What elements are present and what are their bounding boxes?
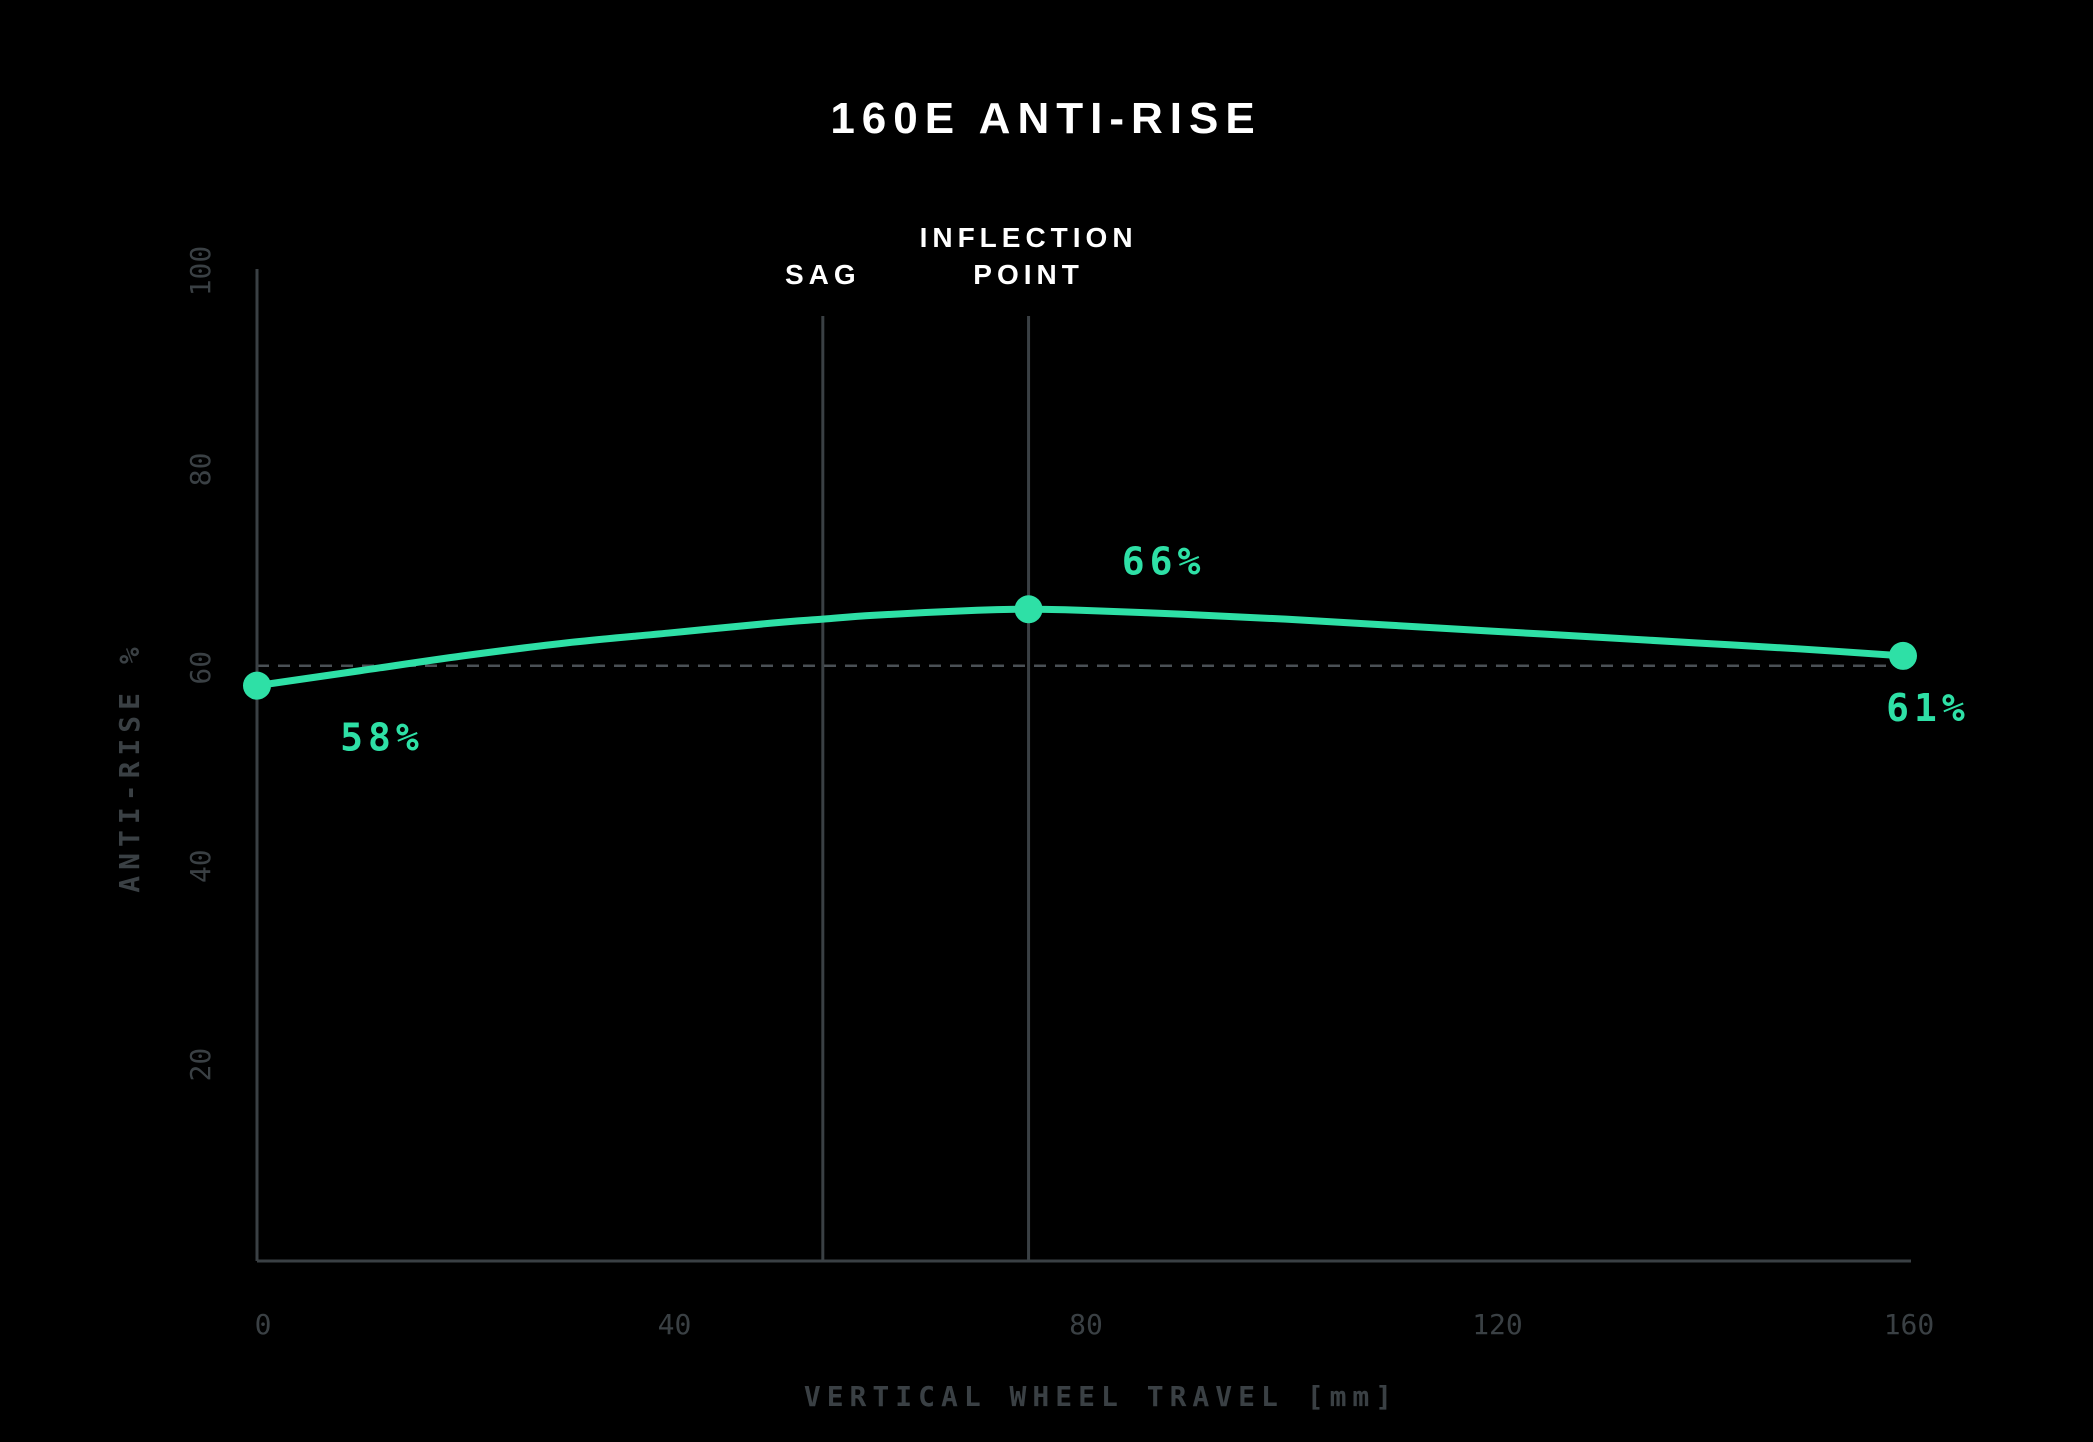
data-point-1 — [1014, 595, 1043, 624]
x-tick-label-0: 0 — [255, 1308, 272, 1341]
x-tick-label-4: 160 — [1884, 1308, 1935, 1341]
marker-label-1-1: POINT — [973, 259, 1084, 290]
series — [253, 605, 1907, 690]
axes — [255, 269, 1911, 1263]
highlight-points — [243, 595, 1917, 700]
chart-title: 160E ANTI-RISE — [830, 94, 1261, 143]
y-tick-label-0: 20 — [184, 1048, 217, 1082]
y-tick-label-4: 100 — [184, 246, 217, 297]
data-label-2: 61% — [1886, 686, 1970, 730]
series-line-0 — [253, 605, 1907, 690]
y-tick-labels: 20 40 60 80 100 — [184, 246, 217, 1082]
vertical-markers: SAG INFLECTION POINT — [785, 222, 1138, 1261]
data-point-0 — [243, 671, 271, 700]
x-tick-label-2: 80 — [1069, 1308, 1103, 1341]
x-tick-label-1: 40 — [658, 1308, 692, 1341]
y-tick-label-3: 80 — [184, 453, 217, 487]
y-axis-title: ANTI-RISE % — [113, 641, 146, 892]
x-axis-title: VERTICAL WHEEL TRAVEL [mm] — [804, 1380, 1398, 1413]
data-label-0: 58% — [340, 716, 424, 760]
x-tick-label-3: 120 — [1472, 1308, 1523, 1341]
data-point-2 — [1889, 641, 1917, 670]
marker-label-0-0: SAG — [785, 259, 861, 290]
y-tick-label-1: 40 — [184, 849, 217, 883]
data-labels: 58% 66% 61% — [340, 539, 1970, 760]
y-tick-label-2: 60 — [184, 651, 217, 685]
data-label-1: 66% — [1122, 539, 1206, 583]
marker-label-1-0: INFLECTION — [920, 222, 1138, 253]
x-tick-labels: 0 40 80 120 160 — [255, 1308, 1935, 1341]
